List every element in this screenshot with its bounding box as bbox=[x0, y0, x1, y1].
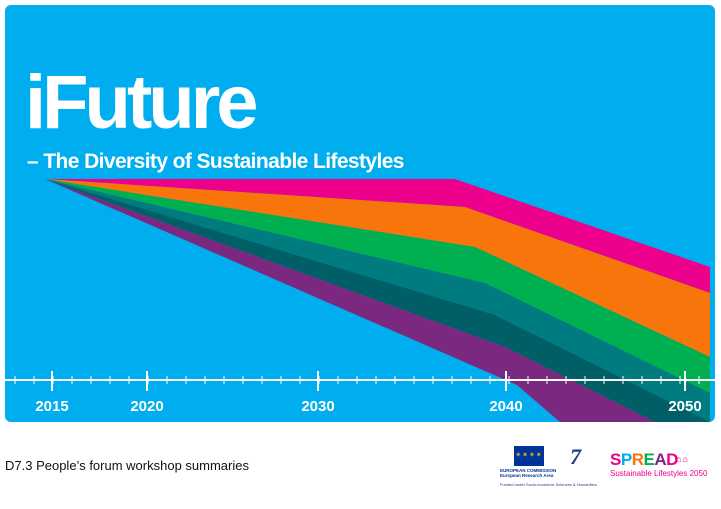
spread-tagline: Sustainable Lifestyles 2050 bbox=[610, 469, 708, 478]
year-label-2050: 2050 bbox=[668, 398, 702, 415]
year-label-2015: 2015 bbox=[35, 398, 69, 415]
eu-flag-icon: ✶✶✶✶ bbox=[514, 446, 544, 466]
cover-subtitle: – The Diversity of Sustainable Lifestyle… bbox=[27, 150, 404, 173]
spread-logo: SPREAD bbox=[610, 450, 678, 470]
fp7-logo-icon: 7 bbox=[562, 444, 598, 476]
timeline-axis bbox=[5, 371, 715, 391]
orange-band bbox=[45, 179, 710, 357]
lifestyle-bands bbox=[5, 179, 715, 422]
spread-logo-letter: E bbox=[643, 450, 655, 469]
spread-house-icons: ⌂⌂ bbox=[676, 454, 689, 464]
spread-logo-letter: R bbox=[631, 450, 644, 469]
dark-teal-band bbox=[45, 179, 710, 422]
cover-panel: iFuture – The Diversity of Sustainable L… bbox=[5, 5, 715, 422]
magenta-band bbox=[45, 179, 710, 293]
partner-logos: ✶✶✶✶ EUROPEAN COMMISSION European Resear… bbox=[500, 444, 715, 491]
eu-logo-line1: EUROPEAN COMMISSION bbox=[500, 468, 557, 473]
document-title: D7.3 People’s forum workshop summaries bbox=[5, 458, 249, 473]
year-label-2040: 2040 bbox=[489, 398, 523, 415]
spread-logo-letter: S bbox=[610, 450, 621, 469]
funding-statement: Funded under Socio-economic Sciences & H… bbox=[500, 482, 597, 487]
fp7-number: 7 bbox=[570, 444, 581, 469]
eu-logo-line2: European Research Area bbox=[500, 473, 554, 478]
spread-logo-letter: A bbox=[654, 450, 667, 469]
spread-logo-letter: P bbox=[620, 450, 632, 469]
spread-logo-letter: D bbox=[666, 450, 678, 469]
year-label-2020: 2020 bbox=[130, 398, 164, 415]
purple-band bbox=[45, 179, 655, 422]
cover-title: iFuture bbox=[25, 60, 259, 145]
year-label-2030: 2030 bbox=[301, 398, 335, 415]
